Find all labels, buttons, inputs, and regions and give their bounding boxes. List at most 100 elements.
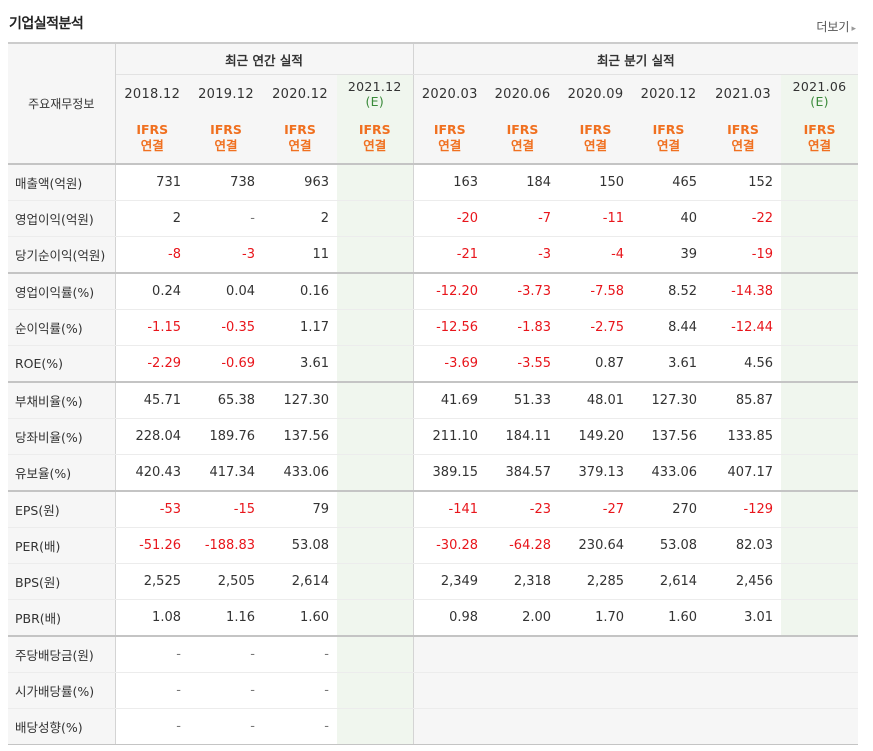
value-cell: -0.69 (189, 345, 263, 383)
more-label: 더보기 (816, 20, 850, 34)
value-cell (337, 672, 414, 709)
value-cell: -2.75 (559, 309, 633, 346)
annual-group-header: 최근 연간 실적 (115, 43, 414, 75)
quarter-group-header: 최근 분기 실적 (412, 43, 859, 75)
value-cell: 420.43 (115, 454, 189, 492)
value-cell: 184 (486, 164, 560, 201)
section-title: 기업실적분석 (9, 16, 84, 32)
table-row: 당좌비율(%) 228.04 189.76 137.56 211.10 184.11 149… (8, 418, 859, 455)
value-cell (337, 382, 414, 419)
value-cell: -30.28 (412, 527, 487, 564)
period-header: 2021.06 (E) (781, 74, 859, 113)
row-label: 부채비율(%) (8, 382, 116, 419)
value-cell: 2.00 (486, 599, 560, 637)
value-cell: - (115, 672, 189, 709)
value-cell: 1.60 (632, 599, 706, 637)
value-cell: 0.04 (189, 273, 263, 310)
consolidated-label: 연결 (731, 138, 755, 153)
value-cell: 150 (559, 164, 633, 201)
value-cell (781, 345, 859, 383)
value-cell: 53.08 (263, 527, 337, 564)
row-header-label: 주요재무정보 (8, 43, 116, 165)
ifrs-label: IFRS (652, 122, 685, 137)
value-cell (337, 345, 414, 383)
value-cell: -11 (559, 200, 633, 237)
empty-quarter-cell (412, 636, 859, 673)
value-cell: 85.87 (705, 382, 782, 419)
value-cell (337, 418, 414, 455)
value-cell: 2,505 (189, 563, 263, 600)
consolidated-label: 연결 (584, 138, 608, 153)
value-cell (337, 309, 414, 346)
value-cell: 51.33 (486, 382, 560, 419)
value-cell (337, 491, 414, 528)
value-cell: 270 (632, 491, 706, 528)
value-cell: 8.52 (632, 273, 706, 310)
consolidated-label: 연결 (140, 138, 164, 153)
table-row: 영업이익(억원) 2-2 -20 -7 -11 40 -22 (8, 200, 859, 237)
value-cell (337, 454, 414, 492)
value-cell: 2 (115, 200, 189, 237)
row-label: PBR(배) (8, 599, 116, 637)
consolidated-label: 연결 (214, 138, 238, 153)
value-cell: -27 (559, 491, 633, 528)
value-cell: -0.35 (189, 309, 263, 346)
table-row: 배당성향(%) - - - (8, 708, 859, 745)
row-label: ROE(%) (8, 345, 116, 383)
value-cell (781, 527, 859, 564)
value-cell (781, 563, 859, 600)
value-cell: -51.26 (115, 527, 189, 564)
value-cell: -8 (115, 236, 189, 274)
accounting-standard: IFRS 연결 (337, 113, 414, 165)
period-label: 2020.03 (421, 86, 478, 102)
value-cell: 230.64 (559, 527, 633, 564)
value-cell: -188.83 (189, 527, 263, 564)
consolidated-label: 연결 (657, 138, 681, 153)
value-cell (781, 454, 859, 492)
consolidated-label: 연결 (363, 138, 387, 153)
financial-table: 주요재무정보 최근 연간 실적 최근 분기 실적 2018.12 2019.12 2… (8, 42, 859, 745)
value-cell (781, 236, 859, 274)
value-cell: 379.13 (559, 454, 633, 492)
value-cell: 149.20 (559, 418, 633, 455)
value-cell: - (189, 200, 263, 237)
value-cell: 731 (115, 164, 189, 201)
period-header: 2020.09 (559, 74, 633, 113)
more-link[interactable]: 더보기 ▸ (816, 18, 856, 35)
value-cell: 417.34 (189, 454, 263, 492)
value-cell: 2,318 (486, 563, 560, 600)
value-cell: 1.08 (115, 599, 189, 637)
value-cell (337, 708, 414, 745)
table-row: EPS(원) -53 -15 79 -141 -23 -27 270 -129 (8, 491, 859, 528)
value-cell (337, 636, 414, 673)
table-row: 순이익률(%) -1.15 -0.35 1.17 -12.56 -1.83 -2.75 8.4… (8, 309, 859, 346)
period-header: 2020.03 (412, 74, 487, 113)
value-cell: 137.56 (263, 418, 337, 455)
value-cell: -12.44 (705, 309, 782, 346)
value-cell: -3 (189, 236, 263, 274)
value-cell: 2,349 (412, 563, 487, 600)
value-cell: -7.58 (559, 273, 633, 310)
value-cell: 48.01 (559, 382, 633, 419)
value-cell: -19 (705, 236, 782, 274)
value-cell (781, 491, 859, 528)
chevron-right-icon: ▸ (851, 24, 856, 34)
accounting-standard: IFRS 연결 (486, 113, 560, 165)
accounting-standard: IFRS 연결 (781, 113, 859, 165)
value-cell: 184.11 (486, 418, 560, 455)
value-cell (337, 599, 414, 637)
value-cell: 2,614 (263, 563, 337, 600)
row-label: 영업이익(억원) (8, 200, 116, 237)
value-cell: 2,456 (705, 563, 782, 600)
period-label: 2021.03 (715, 86, 771, 102)
value-cell (781, 200, 859, 237)
table-row: ROE(%) -2.29 -0.69 3.61 -3.69 -3.55 0.87 3.61 4.… (8, 345, 859, 383)
value-cell: 433.06 (263, 454, 337, 492)
value-cell: 1.16 (189, 599, 263, 637)
value-cell: 2 (263, 200, 337, 237)
period-header: 2020.12 (263, 74, 337, 113)
table-row: 유보율(%) 420.43 417.34 433.06 389.15 384.57 379.… (8, 454, 859, 492)
value-cell: - (115, 708, 189, 745)
value-cell: 2,285 (559, 563, 633, 600)
row-label: 매출액(억원) (8, 164, 116, 201)
